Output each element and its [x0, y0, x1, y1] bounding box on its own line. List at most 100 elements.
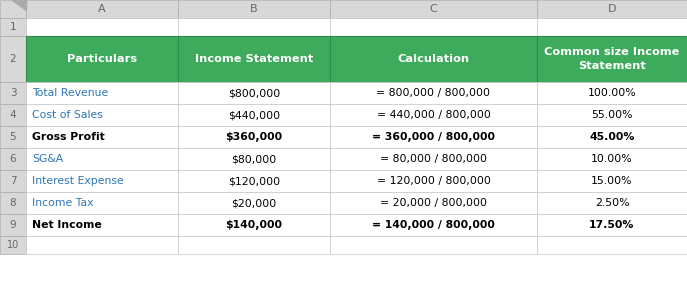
Text: $140,000: $140,000	[225, 220, 282, 230]
Bar	[330, 0, 537, 18]
Bar	[0, 126, 26, 148]
Text: = 140,000 / 800,000: = 140,000 / 800,000	[372, 220, 495, 230]
Text: 1: 1	[10, 22, 16, 32]
Bar	[330, 170, 537, 192]
Text: 10.00%: 10.00%	[592, 154, 633, 164]
Bar	[0, 170, 26, 192]
Bar	[26, 104, 178, 126]
Bar	[537, 36, 687, 82]
Bar	[178, 236, 330, 254]
Bar	[0, 214, 26, 236]
Text: = 360,000 / 800,000: = 360,000 / 800,000	[372, 132, 495, 142]
Bar	[178, 18, 330, 36]
Text: $120,000: $120,000	[228, 176, 280, 186]
Bar	[330, 236, 537, 254]
Text: 2.50%: 2.50%	[595, 198, 629, 208]
Text: Interest Expense: Interest Expense	[32, 176, 124, 186]
Bar	[0, 18, 26, 36]
Text: $800,000: $800,000	[228, 88, 280, 98]
Bar	[0, 0, 26, 18]
Bar	[26, 0, 178, 18]
Text: = 800,000 / 800,000: = 800,000 / 800,000	[376, 88, 491, 98]
Bar	[178, 126, 330, 148]
Bar	[178, 192, 330, 214]
Text: C: C	[429, 4, 438, 14]
Bar	[0, 192, 26, 214]
Bar	[26, 148, 178, 170]
Text: $360,000: $360,000	[225, 132, 282, 142]
Bar	[26, 18, 178, 36]
Bar	[178, 104, 330, 126]
Bar	[330, 214, 537, 236]
Text: 55.00%: 55.00%	[592, 110, 633, 120]
Bar	[330, 192, 537, 214]
Bar	[26, 192, 178, 214]
Text: = 20,000 / 800,000: = 20,000 / 800,000	[380, 198, 487, 208]
Text: 8: 8	[10, 198, 16, 208]
Bar	[537, 192, 687, 214]
Bar	[537, 214, 687, 236]
Text: Common size Income
Statement: Common size Income Statement	[544, 48, 679, 71]
Text: Income Tax: Income Tax	[32, 198, 93, 208]
Bar	[537, 170, 687, 192]
Bar	[178, 214, 330, 236]
Text: Cost of Sales: Cost of Sales	[32, 110, 103, 120]
Bar	[537, 148, 687, 170]
Text: 5: 5	[10, 132, 16, 142]
Text: = 80,000 / 800,000: = 80,000 / 800,000	[380, 154, 487, 164]
Bar	[26, 236, 178, 254]
Text: 15.00%: 15.00%	[592, 176, 633, 186]
Bar	[537, 104, 687, 126]
Bar	[330, 18, 537, 36]
Text: Total Revenue: Total Revenue	[32, 88, 109, 98]
Text: 3: 3	[10, 88, 16, 98]
Text: 7: 7	[10, 176, 16, 186]
Text: B: B	[250, 4, 258, 14]
Text: A: A	[98, 4, 106, 14]
Text: Income Statement: Income Statement	[195, 54, 313, 64]
Bar	[0, 36, 26, 82]
Text: Particulars: Particulars	[67, 54, 137, 64]
Text: SG&A: SG&A	[32, 154, 63, 164]
Bar	[330, 126, 537, 148]
Bar	[537, 82, 687, 104]
Text: 45.00%: 45.00%	[589, 132, 635, 142]
Text: $20,000: $20,000	[232, 198, 277, 208]
Bar	[26, 126, 178, 148]
Bar	[26, 82, 178, 104]
Bar	[178, 148, 330, 170]
Text: = 440,000 / 800,000: = 440,000 / 800,000	[376, 110, 491, 120]
Polygon shape	[12, 0, 26, 10]
Bar	[0, 82, 26, 104]
Text: 9: 9	[10, 220, 16, 230]
Bar	[0, 104, 26, 126]
Bar	[26, 170, 178, 192]
Bar	[537, 0, 687, 18]
Bar	[330, 36, 537, 82]
Text: $80,000: $80,000	[232, 154, 277, 164]
Text: 2: 2	[10, 54, 16, 64]
Bar	[330, 148, 537, 170]
Bar	[178, 36, 330, 82]
Bar	[0, 236, 26, 254]
Bar	[26, 214, 178, 236]
Bar	[178, 82, 330, 104]
Bar	[178, 0, 330, 18]
Text: Gross Profit: Gross Profit	[32, 132, 105, 142]
Bar	[178, 170, 330, 192]
Bar	[537, 236, 687, 254]
Text: 6: 6	[10, 154, 16, 164]
Bar	[26, 36, 178, 82]
Bar	[537, 18, 687, 36]
Text: 4: 4	[10, 110, 16, 120]
Bar	[330, 82, 537, 104]
Text: Net Income: Net Income	[32, 220, 102, 230]
Bar	[0, 148, 26, 170]
Text: = 120,000 / 800,000: = 120,000 / 800,000	[376, 176, 491, 186]
Text: 10: 10	[7, 240, 19, 250]
Text: 100.00%: 100.00%	[587, 88, 636, 98]
Text: $440,000: $440,000	[228, 110, 280, 120]
Text: 17.50%: 17.50%	[589, 220, 635, 230]
Text: D: D	[608, 4, 616, 14]
Bar	[330, 104, 537, 126]
